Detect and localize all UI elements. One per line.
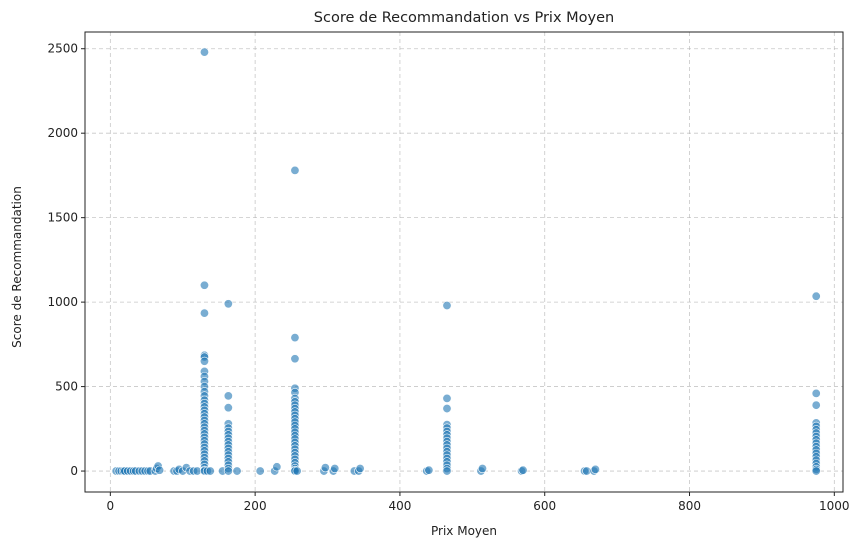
data-point	[442, 393, 452, 403]
data-point	[442, 300, 452, 310]
data-point	[232, 466, 242, 476]
data-point	[223, 299, 233, 309]
grid-lines	[85, 32, 843, 492]
data-point	[199, 356, 209, 366]
data-point	[811, 291, 821, 301]
x-tick-label: 0	[107, 499, 115, 513]
data-points	[111, 47, 821, 476]
y-tick-label: 500	[55, 380, 78, 394]
x-tick-label: 200	[244, 499, 267, 513]
data-point	[155, 465, 165, 475]
plot-frame	[84, 31, 844, 493]
x-tick-label: 600	[533, 499, 556, 513]
data-point	[424, 465, 434, 475]
y-tick-label: 2500	[47, 42, 78, 56]
data-point	[518, 465, 528, 475]
chart-title: Score de Recommandation vs Prix Moyen	[314, 10, 614, 26]
data-point	[330, 464, 340, 474]
data-point	[811, 466, 821, 476]
data-point	[205, 466, 215, 476]
data-point	[223, 466, 233, 476]
x-tick-label: 1000	[819, 499, 850, 513]
x-tick-label: 400	[388, 499, 411, 513]
data-point	[442, 466, 452, 476]
data-point	[811, 400, 821, 410]
data-point	[290, 354, 300, 364]
y-tick-label: 2000	[47, 126, 78, 140]
y-axis-label: Score de Recommandation	[10, 186, 24, 348]
data-point	[811, 388, 821, 398]
data-point	[223, 391, 233, 401]
data-point	[320, 463, 330, 473]
data-point	[290, 333, 300, 343]
data-point	[255, 466, 265, 476]
y-tick-label: 1000	[47, 295, 78, 309]
data-point	[590, 464, 600, 474]
data-point	[272, 462, 282, 472]
data-point	[199, 280, 209, 290]
data-point	[199, 308, 209, 318]
data-point	[223, 403, 233, 413]
data-point	[477, 464, 487, 474]
data-point	[290, 165, 300, 175]
x-tick-label: 800	[678, 499, 701, 513]
data-point	[292, 466, 302, 476]
x-axis-label: Prix Moyen	[431, 524, 497, 538]
data-point	[355, 464, 365, 474]
y-tick-label: 0	[70, 464, 78, 478]
data-point	[199, 47, 209, 57]
data-point	[442, 404, 452, 414]
y-tick-label: 1500	[47, 211, 78, 225]
axis-ticks: 0 200 400 600 800 1000 0 500 1000 1500 2000 2500	[47, 42, 849, 513]
